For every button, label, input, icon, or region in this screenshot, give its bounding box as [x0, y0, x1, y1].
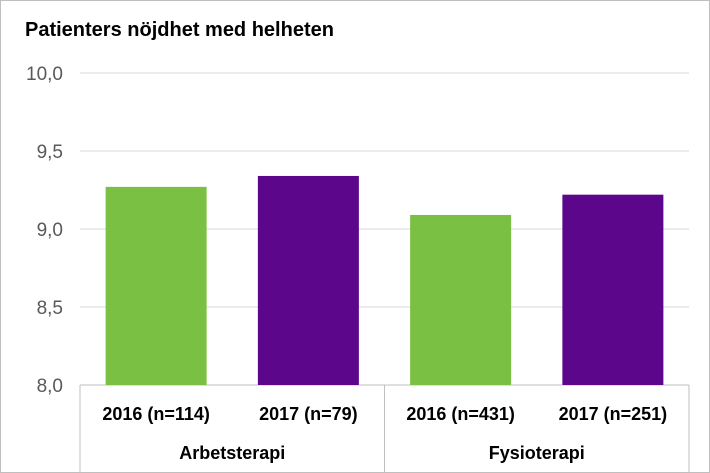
y-tick-label: 8,5: [37, 298, 63, 319]
bar: [562, 194, 664, 385]
x-category-label: 2016 (n=431): [406, 404, 515, 424]
x-category-label: 2017 (n=79): [259, 404, 358, 424]
chart-title: Patienters nöjdhet med helheten: [25, 19, 334, 41]
x-group-label: Arbetsterapi: [179, 443, 285, 463]
x-group-label: Fysioterapi: [489, 443, 585, 463]
bar: [105, 186, 207, 385]
x-category-label: 2016 (n=114): [102, 404, 210, 424]
y-tick-label: 8,0: [37, 376, 63, 397]
x-category-label: 2017 (n=251): [559, 404, 668, 424]
y-tick-label: 9,5: [37, 142, 63, 163]
y-tick-label: 9,0: [37, 220, 63, 241]
bar: [410, 214, 512, 385]
bar: [257, 175, 359, 385]
y-tick-label: 10,0: [26, 64, 63, 85]
